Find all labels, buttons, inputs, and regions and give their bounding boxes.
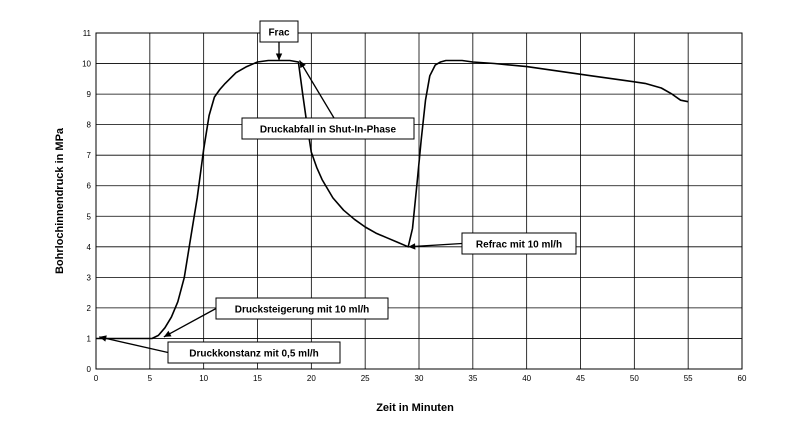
arrow-head-icon [408,243,416,250]
y-tick-label: 11 [83,29,92,38]
arrow-head-icon [275,53,283,61]
arrow-head-icon [163,330,172,337]
x-tick-label: 5 [148,374,153,383]
annotation-label: Druckabfall in Shut-In-Phase [260,125,397,136]
y-tick-label: 1 [87,334,92,343]
x-tick-label: 40 [522,374,531,383]
arrow-head-icon [99,335,107,342]
annotation-box [461,232,577,255]
annotation-label: Drucksteigerung mit 10 ml/h [235,305,369,316]
series-line-pressure [96,59,689,340]
annotation-box [215,297,389,320]
y-tick-label: 4 [87,243,92,252]
annotation-refrac: Refrac mit 10 ml/h [408,232,577,255]
annotation-box [259,20,299,43]
y-tick-label: 0 [87,365,92,374]
x-tick-label: 35 [468,374,477,383]
x-tick-label: 60 [738,374,747,383]
annotation-frac: Frac [259,20,299,61]
x-tick-label: 15 [253,374,262,383]
annotation-label: Druckkonstanz mit 0,5 ml/h [189,349,318,360]
y-tick-label: 10 [82,60,91,69]
x-tick-label: 0 [94,374,99,383]
x-axis-title: Zeit in Minuten [376,402,454,414]
annotation-arrow [163,307,217,338]
y-tick-label: 5 [87,212,92,221]
annotation-arrow [408,242,463,248]
annotation-druckkonstanz: Druckkonstanz mit 0,5 ml/h [99,335,341,364]
annotation-arrow [298,60,335,119]
annotation-box [241,117,415,140]
annotation-label: Frac [268,28,290,39]
x-tick-label: 55 [684,374,693,383]
y-tick-label: 9 [87,90,92,99]
x-tick-label: 50 [630,374,639,383]
annotation-arrow [99,336,169,354]
y-tick-label: 2 [87,304,92,313]
annotation-label: Refrac mit 10 ml/h [476,240,562,251]
arrow-head-icon [299,60,306,69]
y-axis-title: Bohrlochinnendruck in MPa [54,127,66,274]
x-tick-label: 20 [307,374,316,383]
y-tick-label: 6 [87,182,92,191]
x-tick-label: 10 [199,374,208,383]
y-tick-label: 8 [87,121,92,130]
annotation-drucksteigerung: Drucksteigerung mit 10 ml/h [163,297,389,338]
x-tick-label: 45 [576,374,585,383]
x-tick-label: 25 [361,374,370,383]
plot-area-frame [95,32,743,370]
annotation-box [167,341,341,364]
annotation-druckabfall: Druckabfall in Shut-In-Phase [241,60,415,140]
x-tick-label: 30 [415,374,424,383]
y-tick-label: 3 [87,273,92,282]
y-tick-label: 7 [87,151,92,160]
